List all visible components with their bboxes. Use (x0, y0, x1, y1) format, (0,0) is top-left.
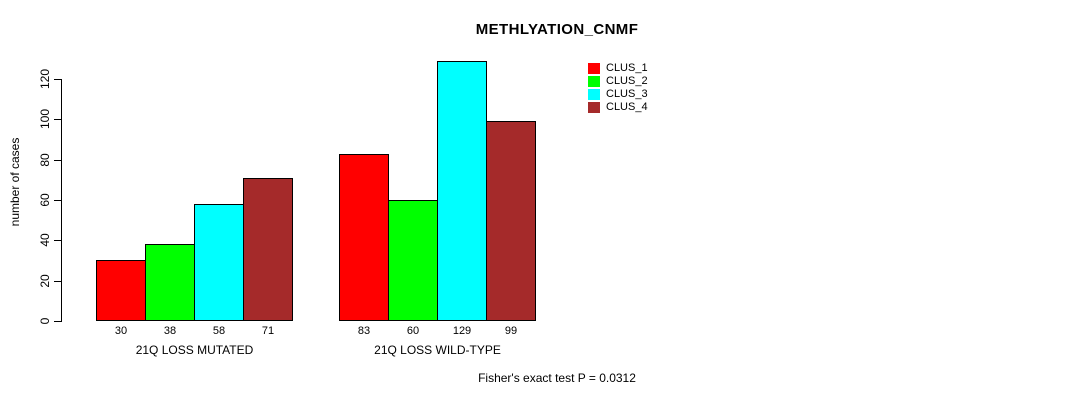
y-tick (54, 200, 61, 201)
y-tick-label: 80 (38, 153, 52, 167)
bar-value-label: 38 (163, 325, 177, 337)
bar-value-label: 71 (261, 325, 275, 337)
legend-item: CLUS_2 (588, 75, 648, 88)
bar-value-label: 99 (504, 325, 518, 337)
bar-value-label: 58 (212, 325, 226, 337)
y-tick-label: 120 (38, 68, 52, 90)
bar-value-label: 83 (357, 325, 371, 337)
bar-value-label: 60 (406, 325, 420, 337)
y-axis-line (61, 79, 62, 322)
y-tick-label: 0 (38, 317, 52, 325)
category-label: 21Q LOSS MUTATED (135, 343, 254, 357)
y-tick (54, 321, 61, 322)
y-tick (54, 160, 61, 161)
bar-clus_3 (194, 204, 244, 321)
legend-label: CLUS_4 (606, 101, 648, 113)
legend-label: CLUS_1 (606, 62, 648, 74)
y-tick (54, 281, 61, 282)
legend-swatch (588, 76, 600, 87)
bar-clus_2 (145, 244, 195, 321)
legend-item: CLUS_3 (588, 88, 648, 101)
y-tick-label: 100 (38, 108, 52, 130)
bar-clus_2 (388, 200, 438, 321)
bar-value-label: 129 (452, 325, 472, 337)
legend-item: CLUS_4 (588, 101, 648, 114)
legend-swatch (588, 89, 600, 100)
y-tick (54, 79, 61, 80)
y-tick (54, 240, 61, 241)
legend-swatch (588, 102, 600, 113)
legend: CLUS_1 CLUS_2 CLUS_3 CLUS_4 (588, 62, 648, 114)
bar-clus_1 (96, 260, 146, 321)
bar-clus_3 (437, 61, 487, 321)
bar-clus_1 (339, 154, 389, 321)
y-tick (54, 119, 61, 120)
y-tick-label: 40 (38, 233, 52, 247)
legend-label: CLUS_3 (606, 88, 648, 100)
y-tick-label: 20 (38, 274, 52, 288)
legend-swatch (588, 63, 600, 74)
bar-clus_4 (486, 121, 536, 321)
bar-value-label: 30 (114, 325, 128, 337)
legend-item: CLUS_1 (588, 62, 648, 75)
p-value-annotation: Fisher's exact test P = 0.0312 (478, 371, 636, 385)
category-label: 21Q LOSS WILD-TYPE (374, 343, 501, 357)
y-tick-label: 60 (38, 193, 52, 207)
legend-label: CLUS_2 (606, 75, 648, 87)
chart-title: METHLYATION_CNMF (475, 21, 639, 38)
bar-clus_4 (243, 178, 293, 321)
